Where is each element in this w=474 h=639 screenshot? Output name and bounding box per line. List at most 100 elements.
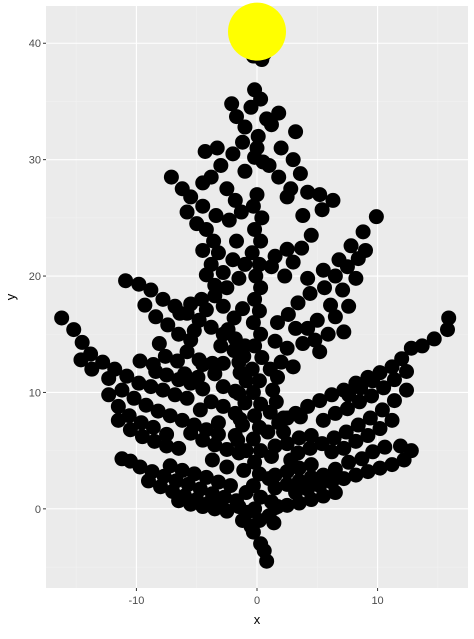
- data-point: [231, 499, 247, 515]
- data-point: [326, 430, 342, 446]
- data-point: [312, 344, 328, 360]
- data-point: [269, 369, 285, 385]
- data-point: [251, 303, 267, 319]
- data-point: [159, 438, 175, 454]
- data-point: [151, 336, 167, 352]
- data-point: [207, 277, 223, 293]
- data-point: [219, 181, 235, 197]
- data-point: [386, 393, 402, 409]
- data-point: [403, 340, 419, 356]
- data-point: [245, 315, 261, 331]
- y-tick-label: 10: [29, 387, 41, 399]
- data-point: [237, 256, 253, 272]
- data-point: [238, 485, 254, 501]
- data-point: [177, 366, 193, 382]
- data-point: [336, 440, 352, 456]
- data-point: [155, 291, 171, 307]
- data-point: [300, 184, 316, 200]
- data-point: [291, 473, 307, 489]
- data-point: [215, 298, 231, 314]
- data-point: [279, 189, 295, 205]
- data-point: [327, 268, 343, 284]
- data-point: [179, 204, 195, 220]
- data-point: [294, 240, 310, 256]
- data-point: [358, 242, 374, 258]
- data-point: [350, 417, 366, 433]
- data-point: [295, 208, 311, 224]
- data-point: [171, 440, 187, 456]
- data-point: [233, 204, 249, 220]
- data-point: [197, 144, 213, 159]
- data-point: [315, 262, 331, 278]
- data-point: [207, 366, 223, 382]
- data-point: [226, 310, 242, 326]
- data-point: [351, 394, 367, 410]
- data-point: [110, 412, 126, 428]
- data-point: [399, 382, 415, 398]
- data-point: [323, 297, 339, 313]
- data-point: [110, 398, 126, 414]
- data-points: [54, 2, 457, 569]
- data-point: [292, 409, 308, 425]
- data-point: [148, 309, 164, 325]
- data-point: [227, 192, 243, 208]
- data-point: [325, 192, 341, 208]
- data-point: [365, 373, 381, 389]
- data-point: [267, 333, 283, 349]
- data-point: [360, 464, 376, 480]
- data-point: [167, 387, 183, 403]
- data-point: [179, 344, 195, 360]
- data-point: [260, 424, 276, 440]
- data-point: [153, 479, 169, 495]
- data-point: [396, 452, 412, 468]
- data-point: [132, 459, 148, 475]
- data-point: [364, 388, 380, 404]
- data-point: [224, 96, 240, 112]
- data-point: [159, 426, 175, 442]
- data-point: [73, 352, 89, 368]
- data-point: [131, 276, 147, 292]
- data-point: [208, 208, 224, 224]
- data-point: [295, 336, 311, 352]
- data-point: [285, 152, 301, 168]
- data-point: [253, 233, 269, 249]
- data-point: [280, 306, 296, 322]
- data-point: [171, 326, 187, 342]
- data-point: [362, 410, 378, 426]
- x-tick-label: 0: [254, 595, 260, 607]
- data-point: [399, 363, 415, 379]
- data-point: [303, 227, 319, 243]
- data-point: [219, 503, 235, 519]
- data-point: [143, 379, 159, 395]
- data-point: [338, 424, 354, 440]
- data-point: [134, 429, 150, 445]
- data-point: [140, 473, 156, 489]
- data-point: [101, 370, 117, 386]
- data-point: [210, 415, 226, 431]
- data-point: [312, 187, 328, 203]
- data-point: [215, 379, 231, 395]
- data-point: [315, 467, 331, 483]
- data-point: [327, 309, 343, 325]
- data-point: [236, 348, 252, 364]
- data-point: [253, 326, 269, 342]
- data-point: [231, 270, 247, 286]
- data-point: [291, 460, 307, 476]
- data-point: [250, 128, 266, 144]
- data-point: [376, 380, 392, 396]
- data-point: [292, 166, 308, 182]
- data-point: [247, 408, 263, 424]
- data-point: [145, 419, 161, 435]
- data-point: [279, 241, 295, 257]
- data-point: [207, 288, 223, 304]
- data-point: [247, 221, 263, 237]
- data-point: [288, 485, 304, 501]
- data-point: [169, 353, 185, 369]
- data-point: [183, 425, 199, 441]
- data-point: [215, 265, 231, 281]
- data-point: [213, 338, 229, 354]
- data-point: [302, 440, 318, 456]
- data-point: [147, 433, 163, 449]
